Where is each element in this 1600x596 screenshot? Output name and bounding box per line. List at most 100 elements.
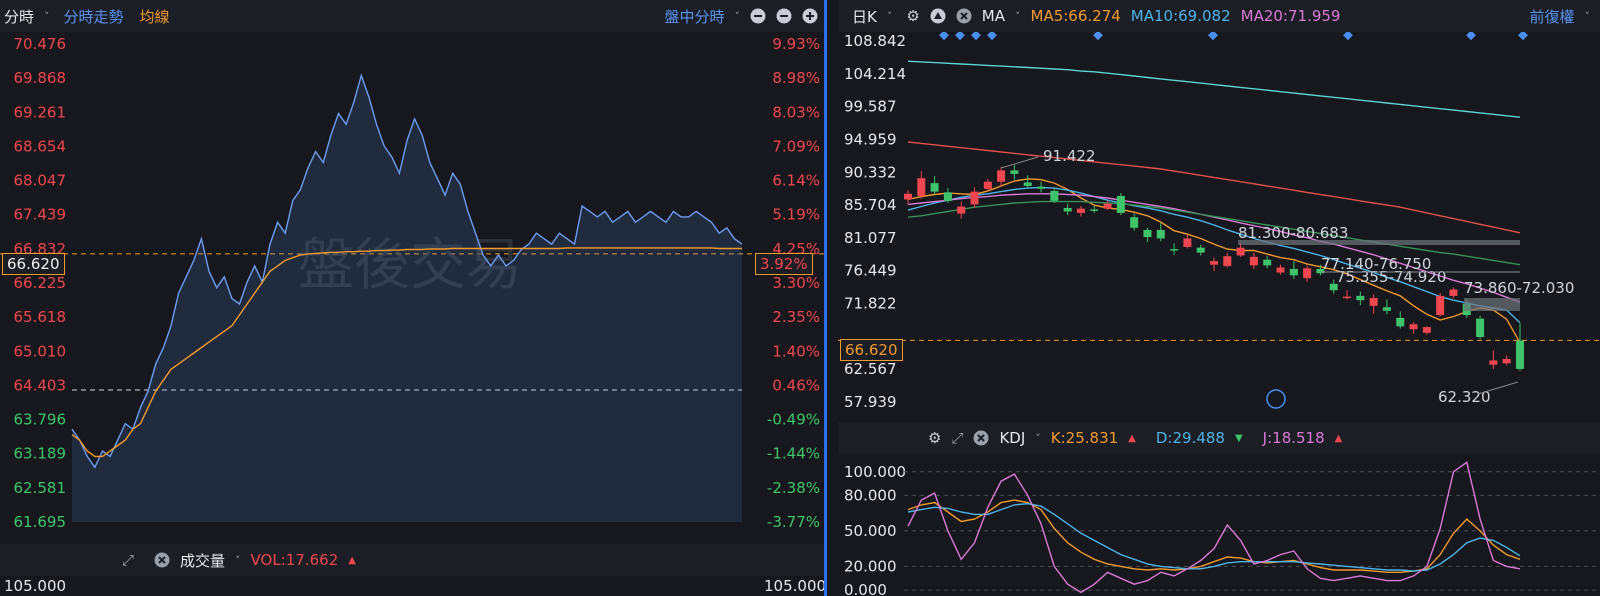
daily-panel: 日K ˅ ⚙ MA ˅ MA5:66.274 MA10:69.082 MA20:… [838, 0, 1600, 596]
chevron-down-icon[interactable]: ˅ [1584, 9, 1591, 23]
candle-body [1263, 259, 1272, 266]
candle-body [1436, 295, 1445, 316]
tab-trend[interactable]: 分時走勢 [63, 7, 124, 26]
y-tick-right: 8.98% [772, 69, 820, 87]
candle-body [1170, 249, 1179, 251]
event-marker [955, 32, 965, 41]
candle-body [997, 170, 1006, 182]
ma-line-ma5 [907, 178, 1521, 344]
period-select[interactable]: 分時 [4, 7, 35, 26]
zone-label: 81.300-80.683 [1238, 224, 1348, 242]
y-tick: 100.000 [844, 463, 906, 481]
event-marker [1093, 32, 1103, 41]
candle-body [1236, 247, 1245, 256]
ma20-label: MA20:71.959 [1240, 7, 1341, 25]
candle-body [1156, 229, 1165, 239]
y-tick-left: 70.476 [14, 35, 67, 53]
current-pct-tag: 3.92% [755, 253, 813, 275]
candle-body [1422, 327, 1431, 333]
y-tick-right: 6.14% [772, 172, 820, 190]
candle-body [1196, 247, 1205, 253]
y-tick: 71.822 [844, 295, 897, 313]
y-tick-left: 62.581 [14, 479, 67, 497]
watermark: 盤後交易 [298, 233, 522, 298]
current-price-tag: 66.620 [2, 253, 65, 275]
volume-toolbar: ⤢ 成交量 ˅ VOL:17.662 ▲ [0, 544, 824, 576]
candle-body [1449, 289, 1458, 296]
y-tick-right: 7.09% [772, 137, 820, 155]
candle-body [1103, 203, 1112, 209]
close-icon[interactable] [956, 8, 972, 24]
kdj-d-label: D:29.488 [1155, 429, 1225, 447]
event-marker [939, 32, 949, 41]
candle-body [943, 192, 952, 201]
event-marker [971, 32, 981, 41]
y-tick-left: 68.654 [14, 137, 67, 155]
candle-body [1382, 307, 1391, 311]
candle-body [970, 191, 979, 205]
volume-axis-right: 105.000 [764, 577, 827, 595]
up-triangle-icon: ▲ [1334, 432, 1343, 444]
chevron-down-icon[interactable]: ˅ [235, 553, 241, 567]
y-tick-right: -3.77% [767, 513, 820, 531]
candle-body [1076, 208, 1085, 213]
y-tick: 94.959 [844, 130, 897, 148]
indicator-select[interactable]: MA [981, 7, 1005, 25]
y-tick-right: 5.19% [772, 206, 820, 224]
adjust-select[interactable]: 前復權 [1529, 7, 1575, 26]
intraday-panel: 分時 ˅ 分時走勢 均線 盤中分時 ˅ 70.476 9.93% 69.868 8.9… [0, 0, 827, 596]
candle-body [1303, 268, 1312, 279]
expand-icon[interactable]: ⤢ [122, 551, 135, 569]
y-tick: 99.587 [844, 98, 897, 116]
close-icon[interactable] [154, 552, 170, 568]
y-tick-right: 9.93% [772, 35, 820, 53]
chevron-down-icon[interactable]: ˅ [886, 9, 893, 23]
average-line [71, 247, 742, 458]
candle-body [917, 178, 926, 196]
candle-body [1210, 261, 1218, 265]
mode-select[interactable]: 盤中分時 [664, 7, 725, 26]
intraday-chart[interactable]: 70.476 9.93% 69.868 8.98% 69.261 8.03% 68.654 7… [0, 32, 824, 542]
kdj-chart[interactable]: 100.000 80.000 50.000 20.000 0.000 [838, 454, 1600, 596]
candle-body [1476, 318, 1485, 338]
ma5-label: MA5:66.274 [1030, 7, 1121, 25]
zoom-in-icon[interactable] [802, 8, 818, 24]
candle-body [1023, 182, 1032, 186]
y-tick: 50.000 [844, 522, 897, 540]
minimize-icon[interactable] [776, 8, 792, 24]
zoom-out-icon[interactable] [750, 8, 766, 24]
y-tick-left: 65.010 [14, 342, 67, 360]
expand-icon[interactable]: ⤢ [951, 429, 964, 447]
low-annotation: 62.320 [1438, 388, 1491, 406]
candle-body [1409, 324, 1418, 330]
chevron-down-icon[interactable]: ˅ [1015, 9, 1021, 23]
y-tick-left: 69.261 [14, 103, 67, 121]
kdj-select[interactable]: KDJ [999, 429, 1026, 447]
chevron-down-icon[interactable]: ˅ [734, 9, 741, 23]
y-tick-right: 0.46% [772, 376, 820, 394]
chevron-down-icon[interactable]: ˅ [44, 9, 50, 23]
event-marker [1343, 32, 1353, 41]
chevron-down-icon[interactable]: ˅ [1035, 431, 1041, 445]
candle-body [1396, 317, 1405, 327]
zone-bar [1464, 298, 1520, 311]
volume-label[interactable]: 成交量 [180, 551, 226, 570]
y-tick: 90.332 [844, 163, 897, 181]
close-icon[interactable] [973, 430, 989, 446]
period-select[interactable]: 日K [852, 7, 877, 26]
tab-average-line[interactable]: 均線 [139, 7, 170, 26]
candle-body [1489, 360, 1498, 365]
drawing-icon[interactable] [930, 8, 946, 24]
kline-chart[interactable]: 108.842 104.214 99.587 94.959 90.332 85.704 81… [838, 32, 1600, 422]
candle-body [930, 183, 939, 192]
y-tick-left: 69.868 [14, 69, 67, 87]
candle-body [1276, 267, 1285, 273]
kdj-line-d [907, 502, 1521, 572]
kdj-k-label: K:25.831 [1050, 429, 1119, 447]
candle-body [1090, 209, 1099, 211]
gear-icon[interactable]: ⚙ [906, 7, 920, 25]
ma-line-ma250 [907, 200, 1521, 266]
zone-label: 77.140-76.750 [1321, 255, 1431, 273]
gear-icon[interactable]: ⚙ [928, 429, 942, 447]
candle-body [1037, 186, 1046, 189]
